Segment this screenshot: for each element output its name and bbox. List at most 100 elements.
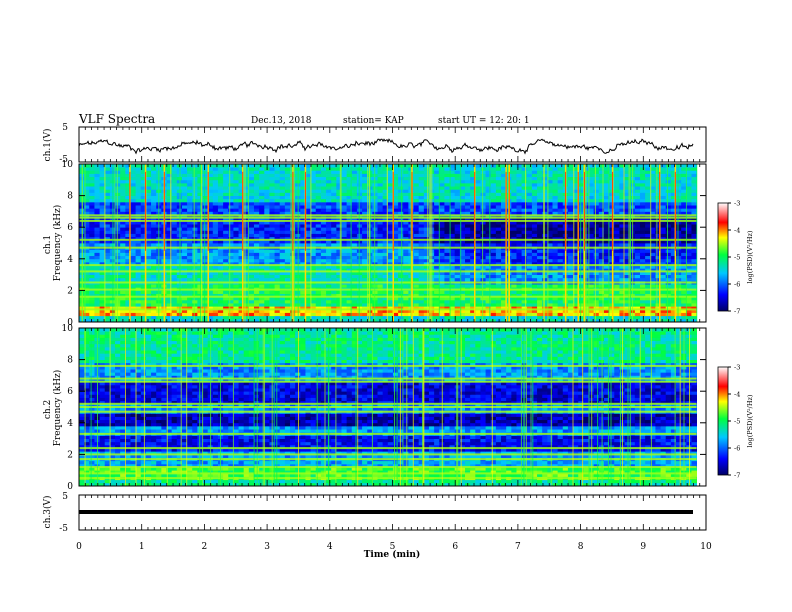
spectrogram-cell: [259, 293, 265, 298]
spectrogram-cell: [526, 217, 533, 222]
spectrogram-cell: [434, 220, 440, 225]
spectrogram-cell: [351, 195, 358, 200]
spectrogram-cell: [645, 227, 651, 231]
spectrogram-cell: [207, 258, 214, 263]
spectrogram-cell: [485, 312, 492, 317]
spectrogram-cell: [217, 312, 224, 317]
spectrogram-cell: [341, 284, 348, 288]
spectrogram-cell: [382, 236, 389, 241]
spectrogram-cell: [238, 236, 245, 241]
spectrogram-cell: [171, 315, 178, 320]
spectrogram-cell: [120, 258, 126, 263]
spectrogram-cell: [243, 258, 250, 263]
spectrogram-cell: [305, 201, 311, 206]
spectrogram-cell: [377, 192, 384, 196]
spectrogram-cell: [233, 293, 239, 298]
spectrogram-cell: [490, 277, 497, 282]
spectrogram-cell: [465, 220, 471, 225]
spectrogram-cell: [485, 306, 492, 310]
spectrogram-cell: [212, 296, 219, 301]
spectrogram-cell: [145, 201, 152, 206]
spectrogram-cell: [495, 271, 502, 275]
spectrogram-cell: [274, 236, 281, 241]
spectrogram-cell: [279, 290, 286, 294]
spectrogram-cell: [444, 230, 450, 234]
spectrogram-cell: [495, 233, 502, 238]
spectrogram-cell: [567, 284, 574, 288]
spectrogram-cell: [634, 309, 641, 313]
spectrogram-cell: [248, 211, 255, 215]
spectrogram-cell: [691, 201, 697, 206]
spectrogram-cell: [248, 284, 255, 288]
spectrogram-cell: [439, 296, 445, 301]
spectrogram-cell: [434, 261, 440, 266]
spectrogram-cell: [650, 306, 656, 310]
spectrogram-cell: [84, 306, 90, 310]
spectrogram-cell: [362, 284, 368, 288]
spectrogram-cell: [676, 201, 682, 206]
spectrogram-cell: [331, 299, 337, 304]
spectrogram-cell: [490, 192, 497, 196]
spectrogram-cell: [238, 249, 245, 253]
spectrogram-cell: [676, 233, 682, 238]
spectrogram-cell: [99, 192, 106, 196]
spectrogram-cell: [326, 208, 332, 212]
spectrogram-cell: [346, 306, 353, 310]
spectrogram-cell: [310, 255, 317, 260]
spectrogram-cell: [362, 205, 368, 209]
spectrogram-cell: [639, 224, 646, 228]
spectrogram-cell: [660, 312, 667, 317]
spectrogram-cell: [315, 318, 322, 323]
spectrogram-cell: [634, 284, 641, 288]
spectrogram-cell: [614, 205, 620, 209]
spectrogram-cell: [89, 284, 95, 288]
spectrogram-cell: [166, 249, 173, 253]
spectrogram-cell: [217, 306, 224, 310]
spectrogram-cell: [120, 249, 126, 253]
spectrogram-cell: [264, 258, 270, 263]
spectrogram-cell: [593, 277, 600, 282]
spectrogram-cell: [588, 236, 595, 241]
spectrogram-cell: [459, 252, 466, 257]
spectrogram-cell: [212, 201, 219, 206]
spectrogram-cell: [187, 252, 193, 257]
spectrogram-cell: [248, 268, 255, 272]
spectrogram-cell: [670, 258, 677, 263]
spectrogram-cell: [418, 233, 425, 238]
spectrogram-cell: [459, 195, 466, 200]
spectrogram-cell: [228, 303, 234, 307]
spectrogram-cell: [398, 277, 404, 282]
spectrogram-cell: [434, 318, 440, 323]
spectrogram-cell: [516, 201, 523, 206]
spectrogram-cell: [99, 236, 106, 241]
spectrogram-cell: [681, 277, 687, 282]
spectrogram-cell: [382, 217, 389, 222]
spectrogram-cell: [598, 192, 605, 196]
spectrogram-cell: [552, 198, 559, 203]
spectrogram-cell: [228, 315, 234, 320]
spectrogram-cell: [686, 315, 692, 320]
spectrogram-cell: [135, 315, 142, 320]
spectrogram-cell: [495, 227, 502, 231]
spectrogram-cell: [454, 274, 461, 279]
spectrogram-cell: [557, 306, 564, 310]
spectrogram-cell: [439, 284, 445, 288]
spectrogram-cell: [598, 296, 605, 301]
spectrogram-cell: [552, 243, 559, 247]
spectrogram-cell: [624, 214, 631, 219]
spectrogram-cell: [331, 284, 337, 288]
spectrogram-cell: [501, 198, 507, 203]
spectrogram-cell: [593, 227, 600, 231]
spectrogram-cell: [598, 205, 605, 209]
spectrogram-cell: [609, 205, 615, 209]
spectrogram-cell: [207, 315, 214, 320]
spectrogram-cell: [645, 220, 651, 225]
spectrogram-cell: [681, 284, 687, 288]
spectrogram-cell: [475, 208, 481, 212]
spectrogram-cell: [511, 296, 517, 301]
spectrogram-cell: [542, 296, 548, 301]
spectrogram-cell: [531, 293, 538, 298]
spectrogram-cell: [439, 217, 445, 222]
spectrogram-cell: [542, 299, 548, 304]
spectrogram-cell: [362, 220, 368, 225]
